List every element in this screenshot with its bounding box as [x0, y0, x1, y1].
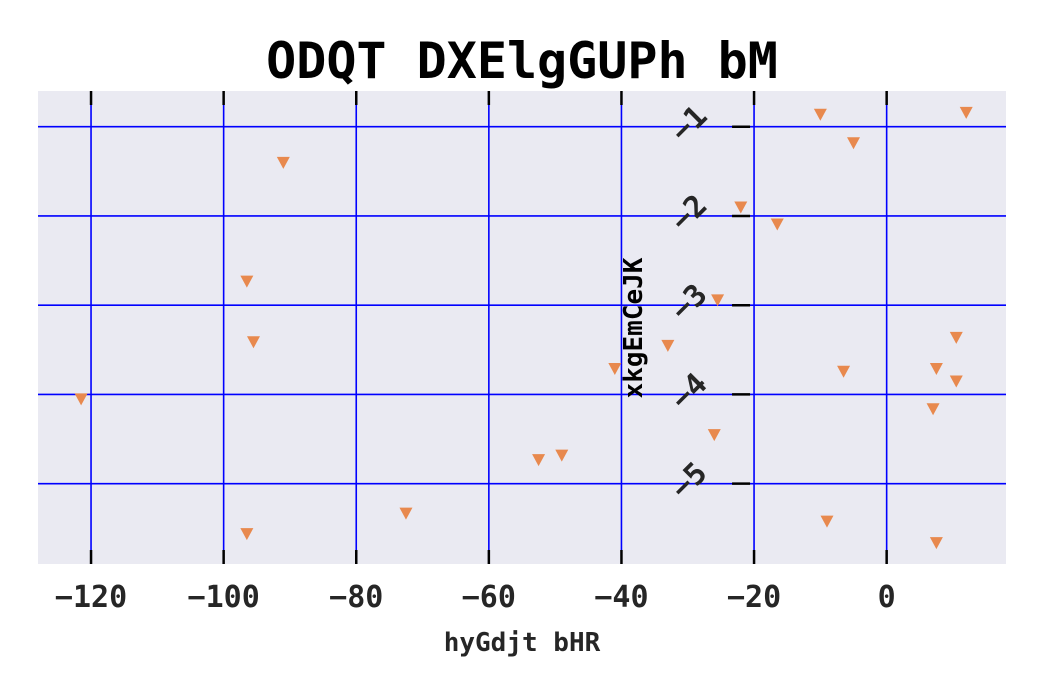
- data-point: [949, 375, 963, 388]
- plot-background: [38, 91, 1006, 564]
- grid-lines: [38, 91, 1006, 564]
- data-point: [820, 515, 834, 528]
- y-axis-label: xkgEmCeJK: [619, 257, 649, 398]
- data-point: [926, 403, 940, 416]
- data-point: [959, 106, 973, 119]
- data-point: [837, 365, 851, 378]
- data-point: [711, 294, 725, 307]
- x-axis-ticks: −120 −100 −80 −60 −40 −20 0: [55, 91, 896, 615]
- data-point: [74, 393, 88, 406]
- data-point: [813, 108, 827, 121]
- data-point: [240, 528, 254, 541]
- data-point: [246, 336, 260, 349]
- x-tick-label: −80: [329, 580, 383, 615]
- data-point: [929, 363, 943, 376]
- data-point: [240, 275, 254, 288]
- data-point: [929, 537, 943, 550]
- x-tick-label: 0: [878, 580, 896, 615]
- data-point: [276, 156, 290, 169]
- data-point: [661, 339, 675, 352]
- chart-title: ODQT DXElgGUPh bM: [266, 32, 778, 90]
- x-tick-label: −120: [55, 580, 127, 615]
- x-tick-label: −60: [462, 580, 516, 615]
- data-points: [74, 106, 973, 550]
- data-point: [847, 137, 861, 150]
- data-point: [608, 363, 622, 376]
- data-point: [399, 507, 413, 520]
- x-tick-label: −100: [188, 580, 260, 615]
- x-tick-label: −40: [594, 580, 648, 615]
- x-tick-label: −20: [727, 580, 781, 615]
- data-point: [555, 449, 569, 462]
- data-point: [532, 454, 546, 467]
- data-point: [707, 429, 721, 442]
- data-point: [734, 201, 748, 214]
- data-point: [770, 218, 784, 231]
- data-point: [949, 331, 963, 344]
- x-axis-label: hyGdjt bHR: [444, 628, 601, 658]
